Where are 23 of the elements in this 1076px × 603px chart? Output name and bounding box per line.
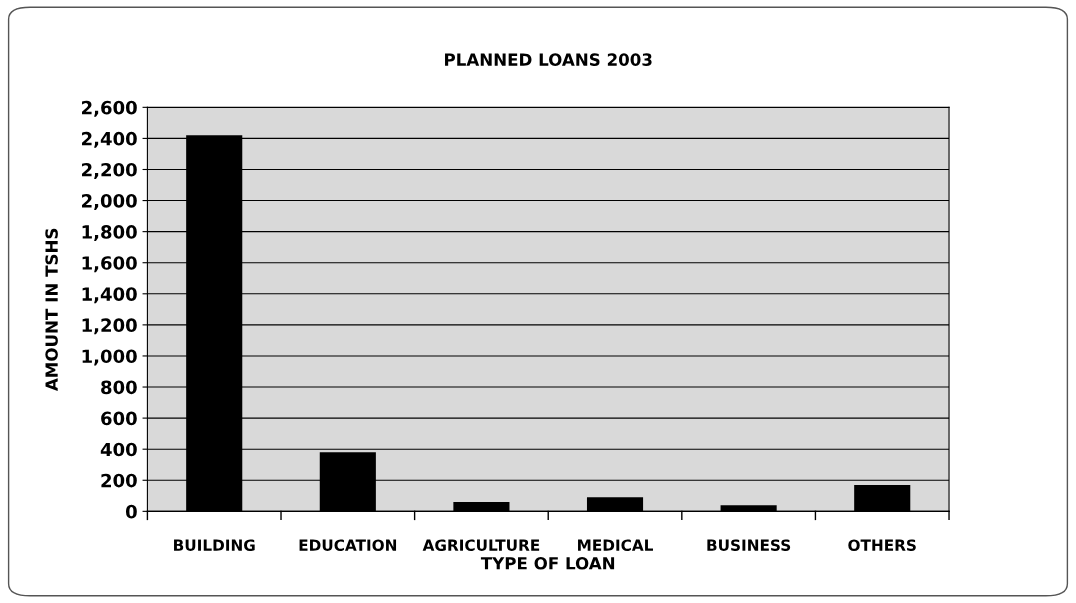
x-tick-label: MEDICAL: [578, 539, 653, 551]
y-tick-label: 1,800: [82, 225, 137, 242]
x-tick-label: AGRICULTURE: [422, 539, 540, 551]
y-tick-label: 0: [125, 504, 137, 519]
y-tick-label: 1,000: [82, 349, 137, 366]
y-tick-label: 1,400: [82, 287, 137, 304]
y-tick-label: 2,000: [82, 194, 137, 210]
x-tick-label: BUSINESS: [707, 539, 791, 551]
x-tick-label: EDUCATION: [299, 539, 397, 551]
y-tick-label: 200: [101, 473, 137, 488]
y-tick-label: 2,400: [82, 131, 137, 148]
x-tick-label: OTHERS: [848, 539, 916, 551]
y-tick-label: 400: [100, 442, 137, 457]
chart-title: PLANNED LOANS 2003: [445, 53, 652, 66]
x-tick-label: BUILDING: [174, 539, 255, 551]
y-tick-label: 2,200: [82, 162, 137, 179]
y-tick-label: 1,600: [82, 256, 137, 273]
y-tick-label: 1,200: [82, 318, 137, 335]
y-tick-label: 600: [101, 411, 137, 426]
y-axis-title: AMOUNT IN TSHS: [45, 228, 58, 392]
y-tick-label: 2,600: [82, 100, 137, 117]
y-tick-label: 800: [101, 380, 137, 395]
x-axis-title: TYPE OF LOAN: [480, 556, 615, 570]
